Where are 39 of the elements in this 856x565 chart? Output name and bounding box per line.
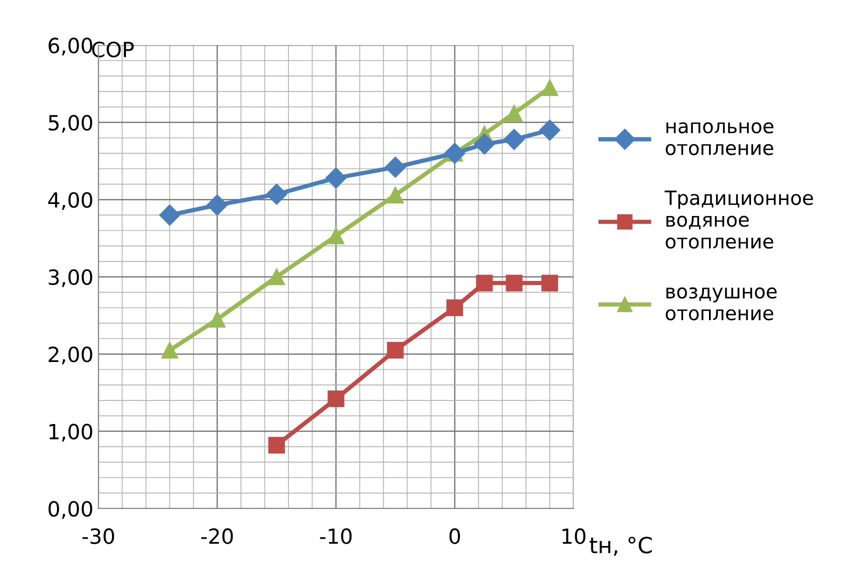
x-tick-label: -30	[82, 528, 114, 544]
point	[446, 299, 464, 316]
legend-label: воздушное отопление	[666, 287, 777, 320]
point	[504, 128, 525, 150]
point	[268, 268, 285, 286]
x-tick-label: -20	[201, 528, 233, 544]
y-tick-label: 2,00	[48, 346, 92, 364]
point	[506, 104, 522, 122]
y-tick-label: 6,00	[48, 38, 92, 56]
y-tick-label: 3,00	[48, 269, 92, 288]
legend-label: Традиционное водяное отопление	[664, 190, 813, 249]
y-axis-title: COP	[92, 42, 134, 58]
y-tick-label: 1,00	[49, 424, 92, 442]
x-tick-label: 0	[449, 528, 460, 544]
x-tick-label: -10	[320, 528, 352, 544]
point	[541, 274, 558, 292]
point	[539, 120, 560, 141]
point	[325, 167, 346, 189]
point	[328, 228, 344, 244]
y-tick-label: 0,00	[48, 500, 92, 519]
point	[328, 390, 344, 408]
point	[206, 194, 228, 216]
point	[474, 134, 495, 155]
point	[268, 436, 285, 454]
point	[208, 310, 226, 328]
legend-label: напольное отопление	[666, 122, 774, 156]
x-tick-label: 10	[562, 528, 586, 544]
point	[541, 79, 558, 96]
point	[506, 274, 522, 292]
point	[161, 342, 178, 359]
point	[387, 342, 404, 359]
point	[476, 274, 493, 292]
y-tick-label: 5,00	[48, 114, 92, 133]
point	[159, 204, 180, 226]
y-tick-label: 4,00	[48, 192, 92, 210]
point	[387, 186, 404, 204]
x-axis-title: tн, °C	[590, 536, 652, 556]
point	[384, 156, 406, 178]
point	[266, 184, 288, 205]
